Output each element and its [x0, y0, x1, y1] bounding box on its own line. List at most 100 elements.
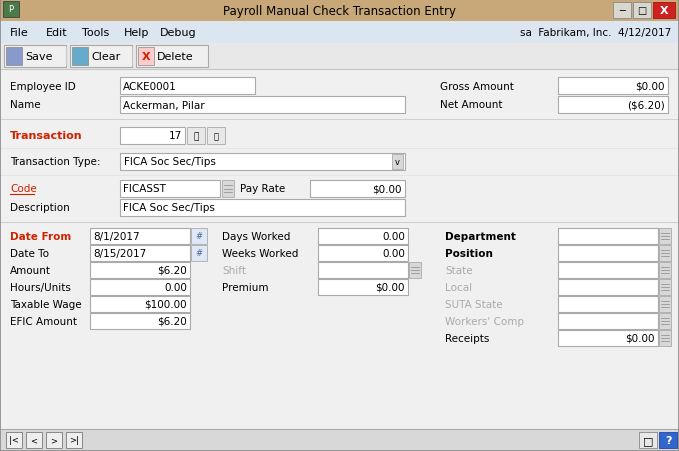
Bar	[120, 199, 405, 216]
Text: Tools: Tools	[82, 28, 109, 38]
Text: $0.00: $0.00	[625, 333, 655, 343]
Text: >: >	[50, 436, 58, 445]
Bar	[3, 2, 19, 18]
Text: SUTA State: SUTA State	[445, 299, 502, 309]
Bar	[6, 48, 22, 66]
Text: Hours/Units: Hours/Units	[10, 282, 71, 292]
Text: Department: Department	[445, 231, 516, 241]
Text: Employee ID: Employee ID	[10, 81, 76, 91]
Bar	[0, 44, 679, 70]
Text: sa  Fabrikam, Inc.  4/12/2017: sa Fabrikam, Inc. 4/12/2017	[519, 28, 671, 38]
Bar	[659, 279, 671, 295]
Text: ACKE0001: ACKE0001	[123, 81, 177, 91]
Bar	[310, 180, 405, 198]
Text: $6.20: $6.20	[158, 265, 187, 276]
Text: Edit: Edit	[46, 28, 68, 38]
Text: Premium: Premium	[222, 282, 268, 292]
Text: <: <	[31, 436, 37, 445]
Text: Pay Rate: Pay Rate	[240, 184, 285, 194]
Bar	[120, 154, 405, 170]
Text: ?: ?	[665, 435, 672, 445]
Text: $0.00: $0.00	[373, 184, 402, 194]
Text: Save: Save	[25, 52, 52, 62]
Bar	[222, 180, 234, 198]
Bar	[191, 245, 207, 262]
Text: P: P	[8, 5, 14, 14]
Bar	[558, 245, 658, 262]
Text: File: File	[10, 28, 29, 38]
Bar	[659, 296, 671, 312]
Text: FICA Soc Sec/Tips: FICA Soc Sec/Tips	[124, 157, 216, 167]
Bar	[318, 229, 408, 244]
Text: X: X	[142, 52, 150, 62]
Bar	[558, 279, 658, 295]
Text: Debug: Debug	[160, 28, 197, 38]
Bar	[558, 97, 668, 114]
Text: Delete: Delete	[157, 52, 194, 62]
Bar	[659, 432, 677, 448]
Bar	[639, 432, 657, 448]
Bar	[558, 296, 658, 312]
Text: □: □	[643, 435, 653, 445]
Bar	[633, 3, 651, 19]
Bar	[138, 48, 154, 66]
Text: Payroll Manual Check Transaction Entry: Payroll Manual Check Transaction Entry	[223, 5, 456, 18]
Bar	[90, 245, 190, 262]
Text: $100.00: $100.00	[145, 299, 187, 309]
Bar	[90, 262, 190, 278]
Bar	[659, 229, 671, 244]
Bar	[0, 429, 679, 451]
Bar	[72, 48, 88, 66]
Text: Position: Position	[445, 249, 493, 258]
Text: 17: 17	[169, 131, 182, 141]
Bar	[90, 313, 190, 329]
Bar	[659, 313, 671, 329]
Bar	[392, 155, 403, 170]
Bar	[120, 78, 255, 95]
Bar	[70, 46, 132, 68]
Bar	[191, 229, 207, 244]
Text: Description: Description	[10, 203, 70, 213]
Text: State: State	[445, 265, 473, 276]
Text: 8/1/2017: 8/1/2017	[93, 231, 140, 241]
Bar	[90, 279, 190, 295]
Bar	[558, 78, 668, 95]
Text: FICA Soc Sec/Tips: FICA Soc Sec/Tips	[123, 203, 215, 213]
Text: ($6.20): ($6.20)	[627, 100, 665, 110]
Text: EFIC Amount: EFIC Amount	[10, 316, 77, 326]
Bar	[318, 245, 408, 262]
Bar	[0, 70, 679, 429]
Text: X: X	[660, 6, 668, 16]
Text: 8/15/2017: 8/15/2017	[93, 249, 146, 258]
Text: □: □	[638, 6, 646, 16]
Text: Gross Amount: Gross Amount	[440, 81, 514, 91]
Text: 0.00: 0.00	[382, 249, 405, 258]
Bar	[659, 245, 671, 262]
Bar	[318, 262, 408, 278]
Bar	[558, 313, 658, 329]
Bar	[90, 296, 190, 312]
Text: Amount: Amount	[10, 265, 51, 276]
Text: FICASST: FICASST	[123, 184, 166, 194]
Text: Shift: Shift	[222, 265, 246, 276]
Bar	[4, 46, 66, 68]
Text: $0.00: $0.00	[375, 282, 405, 292]
Text: 0.00: 0.00	[382, 231, 405, 241]
Text: 📋: 📋	[213, 132, 219, 141]
Bar	[659, 262, 671, 278]
Bar	[659, 330, 671, 346]
Bar	[0, 22, 679, 44]
Bar	[558, 229, 658, 244]
Text: |<: |<	[9, 436, 19, 445]
Text: Date To: Date To	[10, 249, 49, 258]
Text: >|: >|	[69, 436, 79, 445]
Bar	[409, 262, 421, 278]
Text: Receipts: Receipts	[445, 333, 490, 343]
Bar	[90, 229, 190, 244]
Bar	[318, 279, 408, 295]
Text: 0.00: 0.00	[164, 282, 187, 292]
Bar	[558, 330, 658, 346]
Text: Taxable Wage: Taxable Wage	[10, 299, 81, 309]
Bar	[187, 128, 205, 145]
Bar	[26, 432, 42, 448]
